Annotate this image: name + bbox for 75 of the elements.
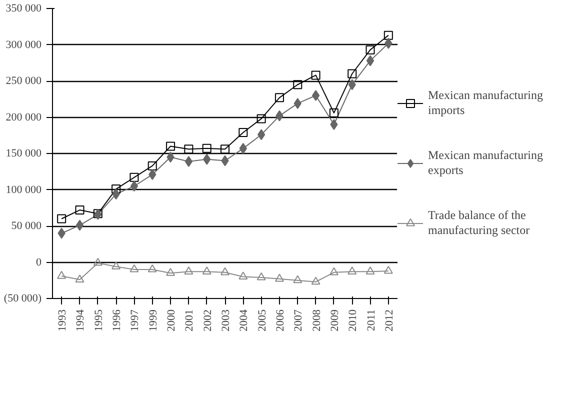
point <box>257 129 266 140</box>
point <box>166 142 176 151</box>
point <box>184 156 193 167</box>
point <box>274 93 284 102</box>
legend-label: Trade balance of the manufacturing sector <box>428 208 531 238</box>
point <box>384 30 393 40</box>
y-tick-label: 250 000 <box>6 75 42 87</box>
x-tick-label: 1996 <box>111 309 124 332</box>
x-tick-label: 2001 <box>184 310 196 332</box>
point <box>256 114 266 124</box>
point <box>202 144 212 153</box>
point <box>130 172 139 182</box>
point <box>148 264 157 272</box>
y-tick-label: 0 <box>36 256 42 268</box>
point <box>238 272 248 280</box>
point <box>184 144 194 154</box>
x-tick-label: 2007 <box>292 309 305 332</box>
point <box>75 206 84 215</box>
x-tick-label: 1999 <box>147 309 160 332</box>
point <box>220 267 230 276</box>
point <box>112 261 121 270</box>
point <box>312 90 320 101</box>
point <box>57 270 66 279</box>
x-tick-label: 2003 <box>220 309 232 332</box>
y-tick-label: 200 000 <box>6 111 42 124</box>
y-tick-label: 50 000 <box>11 220 42 232</box>
legend-label: Mexican manufacturing exports <box>428 148 544 178</box>
point <box>220 144 230 154</box>
x-tick-label: 1994 <box>74 309 87 332</box>
x-tick-label: 2002 <box>202 310 214 332</box>
point <box>184 266 194 274</box>
point <box>366 266 375 274</box>
x-tick-label: 2010 <box>347 309 360 332</box>
y-tick-label: 100 000 <box>6 184 42 196</box>
x-tick-label: 2009 <box>328 309 341 332</box>
y-tick-label: 350 000 <box>6 2 42 14</box>
point <box>293 80 302 90</box>
y-tick-label: 300 000 <box>6 38 42 51</box>
x-tick-label: 2011 <box>365 310 378 332</box>
point <box>329 108 338 118</box>
point <box>75 274 84 282</box>
point <box>256 272 266 280</box>
point <box>130 264 139 272</box>
point <box>238 128 248 137</box>
point <box>130 180 138 192</box>
legend-label: Mexican manufacturing imports <box>428 88 544 118</box>
point <box>76 220 84 231</box>
y-tick-label: (50 000) <box>4 292 42 304</box>
point <box>274 274 284 282</box>
x-tick-label: 2000 <box>166 309 178 332</box>
point <box>348 69 357 78</box>
x-tick-label: 2004 <box>238 309 250 332</box>
point <box>366 45 375 54</box>
point <box>366 55 374 66</box>
x-tick-label: 2012 <box>383 310 396 332</box>
y-tick-label: 150 000 <box>6 148 42 160</box>
point <box>93 258 102 266</box>
point <box>148 161 157 170</box>
point <box>57 214 66 224</box>
x-tick-label: 2006 <box>274 309 286 332</box>
point <box>329 267 338 276</box>
point <box>348 266 357 274</box>
x-tick-label: 2008 <box>310 309 323 332</box>
point <box>112 184 121 194</box>
point <box>311 70 320 80</box>
x-tick-label: 1997 <box>129 309 142 332</box>
point <box>384 266 393 274</box>
x-tick-label: 1993 <box>56 309 69 332</box>
x-tick-label: 2005 <box>256 309 268 332</box>
point <box>311 276 320 285</box>
point <box>293 275 302 284</box>
point <box>330 119 338 130</box>
point <box>166 268 176 276</box>
point <box>202 266 212 274</box>
x-tick-label: 1995 <box>92 309 105 332</box>
